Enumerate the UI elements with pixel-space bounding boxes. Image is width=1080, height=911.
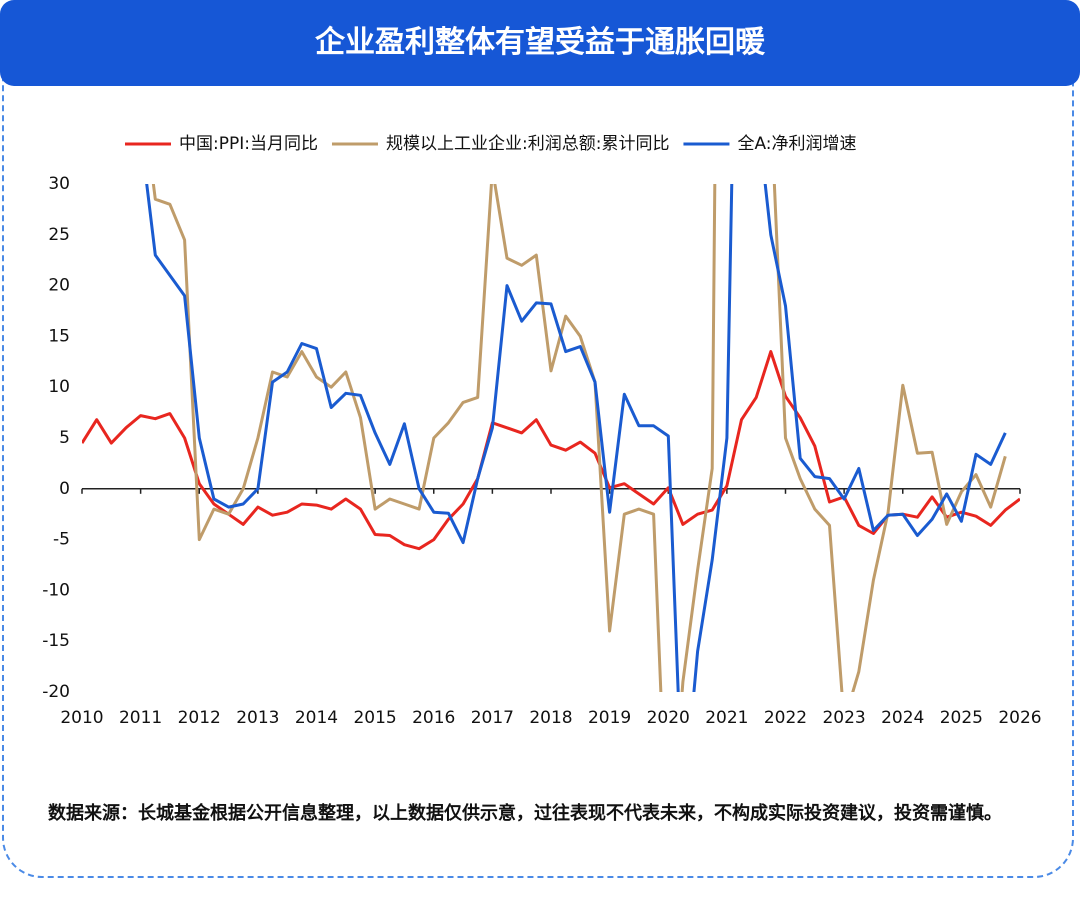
x-tick-label: 2024 xyxy=(881,708,924,728)
x-tick-label: 2021 xyxy=(705,708,748,728)
y-tick-label: -15 xyxy=(42,631,70,651)
x-tick-label: 2013 xyxy=(236,708,279,728)
legend-label: 中国:PPI:当月同比 xyxy=(179,134,318,154)
legend-label: 全A:净利润增速 xyxy=(737,134,856,154)
x-tick-label: 2016 xyxy=(412,708,455,728)
x-tick-label: 2010 xyxy=(60,708,103,728)
series-line xyxy=(145,184,1007,692)
y-tick-label: 25 xyxy=(48,225,70,245)
x-tick-label: 2020 xyxy=(647,708,690,728)
y-tick-label: 15 xyxy=(48,326,70,346)
x-tick-label: 2015 xyxy=(353,708,396,728)
x-tick-label: 2011 xyxy=(119,708,162,728)
x-tick-label: 2025 xyxy=(940,708,983,728)
series-line xyxy=(151,184,1007,692)
y-tick-label: 20 xyxy=(48,276,70,296)
series-line xyxy=(82,350,1020,551)
x-tick-label: 2017 xyxy=(471,708,514,728)
x-tick-label: 2014 xyxy=(295,708,338,728)
plot xyxy=(82,184,1020,692)
x-tick-label: 2026 xyxy=(998,708,1041,728)
legend-label: 规模以上工业企业:利润总额:累计同比 xyxy=(386,134,669,154)
y-tick-label: 5 xyxy=(59,428,70,448)
y-tick-label: 30 xyxy=(48,174,70,194)
x-tick-label: 2022 xyxy=(764,708,807,728)
x-tick-label: 2023 xyxy=(822,708,865,728)
x-tick-label: 2012 xyxy=(178,708,221,728)
title: 企业盈利整体有望受益于通胀回暖 xyxy=(0,0,1080,86)
y-tick-label: -10 xyxy=(42,580,70,600)
y-tick-label: -5 xyxy=(53,530,70,550)
footnote: 数据来源：长城基金根据公开信息整理，以上数据仅供示意，过往表现不代表未来，不构成… xyxy=(48,803,1002,824)
y-tick-label: 0 xyxy=(59,479,70,499)
x-tick-label: 2018 xyxy=(529,708,572,728)
y-tick-label: 10 xyxy=(48,377,70,397)
y-tick-label: -20 xyxy=(42,682,70,702)
x-tick-label: 2019 xyxy=(588,708,631,728)
